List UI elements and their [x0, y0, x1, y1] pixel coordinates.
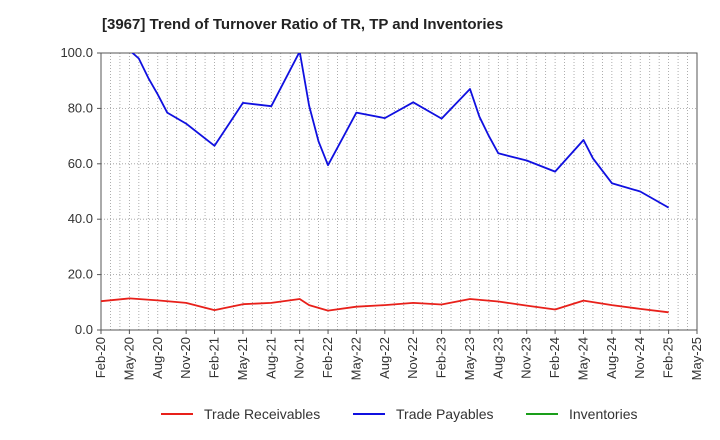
y-tick-label: 0.0	[75, 322, 93, 337]
y-tick-label: 80.0	[68, 100, 93, 115]
x-tick-label: May-25	[689, 337, 704, 380]
y-tick-label: 60.0	[68, 156, 93, 171]
axes-layer: 0.0 20.0 40.0 60.0 80.0 100.0 Feb-20 May-20 Aug-…	[60, 45, 704, 380]
y-tick-label: 40.0	[68, 211, 93, 226]
x-tick-label: Aug-20	[150, 337, 165, 379]
legend-label-trade-payables: Trade Payables	[396, 406, 494, 422]
x-tick-label: Nov-21	[292, 337, 307, 379]
legend-layer: Trade Receivables Trade Payables Inventori…	[161, 406, 637, 422]
x-tick-label: Aug-21	[263, 337, 278, 379]
x-tick-label: May-20	[121, 337, 136, 380]
x-tick-label: Aug-24	[604, 337, 619, 379]
x-tick-label: May-21	[235, 337, 250, 380]
x-tick-label: May-23	[462, 337, 477, 380]
x-tick-label: Feb-22	[320, 337, 335, 378]
x-tick-label: Feb-25	[661, 337, 676, 378]
x-tick-label: Nov-20	[178, 337, 193, 379]
x-tick-label: Nov-24	[632, 337, 647, 379]
grid-layer	[101, 53, 697, 330]
x-tick-label: Nov-23	[519, 337, 534, 379]
x-tick-label: May-24	[575, 337, 590, 380]
x-tick-label: Nov-22	[405, 337, 420, 379]
x-tick-label: Feb-24	[547, 337, 562, 378]
chart-title: [3967] Trend of Turnover Ratio of TR, TP…	[102, 16, 504, 33]
x-tick-label: Aug-23	[490, 337, 505, 379]
series-line-trade-payables	[131, 53, 670, 209]
x-tick-label: Feb-21	[207, 337, 222, 378]
series-line-trade-receivables	[101, 297, 669, 314]
legend-label-trade-receivables: Trade Receivables	[204, 406, 320, 422]
y-tick-label: 20.0	[68, 267, 93, 282]
x-tick-label: Aug-22	[377, 337, 392, 379]
plot-frame	[100, 52, 698, 331]
x-tick-label: Feb-20	[93, 337, 108, 378]
series-layer	[101, 53, 670, 314]
x-tick-label: May-22	[348, 337, 363, 380]
y-tick-label: 100.0	[60, 45, 93, 60]
legend-label-inventories: Inventories	[569, 406, 637, 422]
x-tick-label: Feb-23	[434, 337, 449, 378]
